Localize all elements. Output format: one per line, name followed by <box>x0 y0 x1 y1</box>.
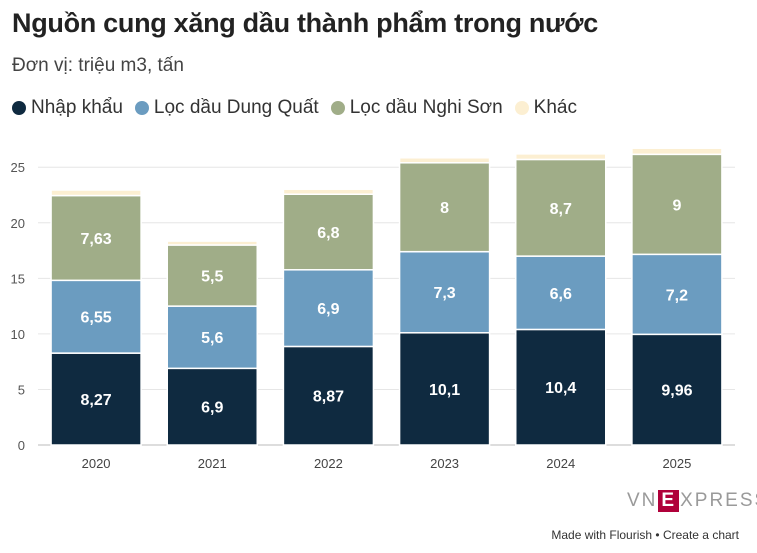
data-label: 8,7 <box>550 201 572 218</box>
data-label: 8,27 <box>81 392 112 409</box>
y-tick-label: 0 <box>18 438 25 453</box>
legend-swatch <box>12 101 26 115</box>
bar-segment <box>631 253 723 336</box>
legend-label: Lọc dầu Dung Quất <box>153 97 319 118</box>
data-label: 6,9 <box>201 400 223 417</box>
chart-subtitle: Đơn vị: triệu m3, tấn <box>12 55 184 76</box>
bar-segment <box>282 269 375 348</box>
x-tick-label: 2021 <box>198 456 227 471</box>
legend-item-khac[interactable]: Khác <box>514 97 577 119</box>
logo-suffix: XPRESS <box>680 490 757 511</box>
bar-segment <box>398 332 491 446</box>
y-tick-label: 20 <box>11 216 25 231</box>
data-label: 7,2 <box>666 287 688 304</box>
data-label: 10,4 <box>545 380 576 397</box>
footer: Made with Flourish • Create a chart <box>551 528 739 542</box>
create-chart-link[interactable]: Create a chart <box>662 528 739 542</box>
x-tick-label: 2020 <box>82 456 111 471</box>
bar-segment <box>398 250 491 334</box>
y-tick-label: 25 <box>11 160 25 175</box>
y-tick-label: 5 <box>18 382 25 397</box>
bar-segment <box>166 240 258 246</box>
bar-segment <box>631 147 723 156</box>
legend-item-dung-quat[interactable]: Lọc dầu Dung Quất <box>134 97 319 119</box>
x-tick-label: 2025 <box>662 456 691 471</box>
vnexpress-logo: VNEXPRESS <box>627 490 757 512</box>
data-label: 6,55 <box>81 310 112 327</box>
bar-segment <box>50 194 142 282</box>
y-tick-label: 10 <box>11 327 25 342</box>
legend-label: Lọc dầu Nghi Sơn <box>349 97 503 118</box>
x-tick-label: 2023 <box>430 456 459 471</box>
x-tick-label: 2022 <box>314 456 343 471</box>
bar-segment <box>50 189 142 197</box>
bar-segment <box>398 157 491 164</box>
y-tick-label: 15 <box>11 271 25 286</box>
bar-segment <box>515 153 607 161</box>
footer-separator: • <box>655 528 660 542</box>
data-label: 7,3 <box>433 285 455 302</box>
bar-segment <box>282 188 375 195</box>
legend-item-nhap-khau[interactable]: Nhập khẩu <box>12 97 123 119</box>
data-label: 10,1 <box>429 382 460 399</box>
bar-segment <box>631 333 723 446</box>
legend-item-nghi-son[interactable]: Lọc dầu Nghi Sơn <box>330 97 503 119</box>
data-label: 6,6 <box>550 286 572 303</box>
logo-mark: E <box>658 490 680 512</box>
bar-segment <box>166 244 258 307</box>
logo-prefix: VN <box>627 490 658 511</box>
bar-segment <box>50 279 142 354</box>
legend-label: Khác <box>533 97 577 118</box>
data-label: 5,6 <box>201 330 223 347</box>
made-with-flourish-link[interactable]: Made with Flourish <box>551 528 653 542</box>
data-label: 8 <box>440 200 449 217</box>
data-label: 8,87 <box>313 389 344 406</box>
bar-segment <box>515 255 607 331</box>
data-label: 6,8 <box>317 225 339 242</box>
bar-segment <box>282 193 375 271</box>
bar-segment <box>282 345 375 446</box>
data-label: 9,96 <box>661 383 692 400</box>
bar-segment <box>515 158 607 257</box>
data-label: 5,5 <box>201 269 223 286</box>
stacked-bar-chart: 05101520258,276,557,6320206,95,65,520218… <box>11 147 735 471</box>
data-label: 7,63 <box>81 231 112 248</box>
legend-label: Nhập khẩu <box>31 97 123 118</box>
data-label: 9 <box>672 197 681 214</box>
bar-segment <box>166 305 258 370</box>
x-tick-label: 2024 <box>546 456 575 471</box>
legend-swatch <box>514 101 529 115</box>
legend-swatch <box>330 101 345 115</box>
chart-title: Nguồn cung xăng dầu thành phẩm trong nướ… <box>12 8 598 38</box>
data-label: 6,9 <box>317 301 339 318</box>
legend-swatch <box>134 101 149 115</box>
legend: Nhập khẩu Lọc dầu Dung Quất Lọc dầu Nghi… <box>12 97 589 119</box>
bar-segment <box>398 162 491 253</box>
bar-segment <box>50 352 142 446</box>
bar-segment <box>515 328 607 446</box>
